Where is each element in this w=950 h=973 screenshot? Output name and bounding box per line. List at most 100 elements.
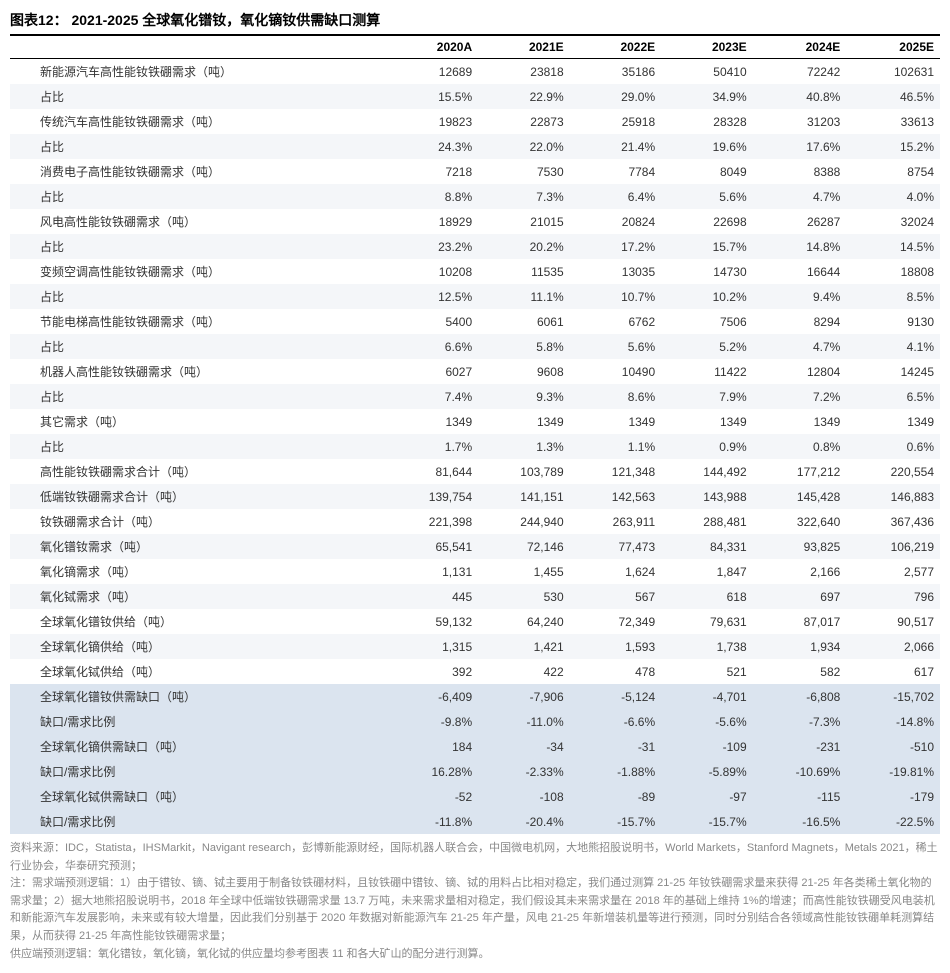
row-label: 占比 [10,184,387,209]
row-label: 全球氧化镝供给（吨） [10,634,387,659]
row-label: 新能源汽车高性能钕铁硼需求（吨） [10,59,387,85]
cell-value: -179 [846,784,940,809]
cell-value: 14730 [661,259,753,284]
cell-value: 244,940 [478,509,570,534]
cell-value: 1349 [570,409,662,434]
cell-value: 12.5% [387,284,479,309]
column-header [10,36,387,59]
table-row: 缺口/需求比例-9.8%-11.0%-6.6%-5.6%-7.3%-14.8% [10,709,940,734]
cell-value: 65,541 [387,534,479,559]
row-label: 消费电子高性能钕铁硼需求（吨） [10,159,387,184]
table-row: 氧化铽需求（吨）445530567618697796 [10,584,940,609]
row-label: 占比 [10,84,387,109]
cell-value: -2.33% [478,759,570,784]
cell-value: -6.6% [570,709,662,734]
cell-value: 6027 [387,359,479,384]
row-label: 占比 [10,284,387,309]
row-label: 缺口/需求比例 [10,709,387,734]
cell-value: 288,481 [661,509,753,534]
column-header: 2024E [753,36,847,59]
cell-value: 1,593 [570,634,662,659]
cell-value: 35186 [570,59,662,85]
table-row: 全球氧化镨钕供需缺口（吨）-6,409-7,906-5,124-4,701-6,… [10,684,940,709]
cell-value: 26287 [753,209,847,234]
cell-value: 5.8% [478,334,570,359]
cell-value: 221,398 [387,509,479,534]
cell-value: 0.8% [753,434,847,459]
cell-value: 90,517 [846,609,940,634]
cell-value: 478 [570,659,662,684]
cell-value: 582 [753,659,847,684]
table-body: 新能源汽车高性能钕铁硼需求（吨）126892381835186504107224… [10,59,940,835]
cell-value: -15,702 [846,684,940,709]
cell-value: 392 [387,659,479,684]
row-label: 全球氧化铽供给（吨） [10,659,387,684]
cell-value: -4,701 [661,684,753,709]
cell-value: 23.2% [387,234,479,259]
row-label: 节能电梯高性能钕铁硼需求（吨） [10,309,387,334]
cell-value: 10208 [387,259,479,284]
cell-value: 7506 [661,309,753,334]
cell-value: 146,883 [846,484,940,509]
cell-value: 6.4% [570,184,662,209]
cell-value: 121,348 [570,459,662,484]
cell-value: 8.8% [387,184,479,209]
cell-value: 20.2% [478,234,570,259]
cell-value: 87,017 [753,609,847,634]
cell-value: -16.5% [753,809,847,834]
cell-value: 445 [387,584,479,609]
cell-value: 7218 [387,159,479,184]
cell-value: 6.6% [387,334,479,359]
cell-value: 7784 [570,159,662,184]
cell-value: 1,847 [661,559,753,584]
table-row: 全球氧化镨钕供给（吨）59,13264,24072,34979,63187,01… [10,609,940,634]
cell-value: 142,563 [570,484,662,509]
cell-value: 22873 [478,109,570,134]
cell-value: 14245 [846,359,940,384]
row-label: 占比 [10,134,387,159]
cell-value: 12689 [387,59,479,85]
cell-value: -11.8% [387,809,479,834]
cell-value: 6.5% [846,384,940,409]
cell-value: 21.4% [570,134,662,159]
data-table: 2020A2021E2022E2023E2024E2025E 新能源汽车高性能钕… [10,36,940,834]
cell-value: 530 [478,584,570,609]
row-label: 占比 [10,384,387,409]
cell-value: -7.3% [753,709,847,734]
cell-value: 81,644 [387,459,479,484]
cell-value: 1,315 [387,634,479,659]
cell-value: 177,212 [753,459,847,484]
table-row: 氧化镨钕需求（吨）65,54172,14677,47384,33193,8251… [10,534,940,559]
cell-value: 1,421 [478,634,570,659]
table-title: 图表12： 2021-2025 全球氧化镨钕，氧化镝钕供需缺口测算 [10,10,940,36]
table-row: 消费电子高性能钕铁硼需求（吨）721875307784804983888754 [10,159,940,184]
cell-value: 11535 [478,259,570,284]
row-label: 全球氧化铽供需缺口（吨） [10,784,387,809]
cell-value: -11.0% [478,709,570,734]
table-row: 变频空调高性能钕铁硼需求（吨）1020811535130351473016644… [10,259,940,284]
column-header: 2022E [570,36,662,59]
cell-value: 32024 [846,209,940,234]
cell-value: -108 [478,784,570,809]
cell-value: 422 [478,659,570,684]
cell-value: -9.8% [387,709,479,734]
cell-value: 1349 [478,409,570,434]
table-row: 新能源汽车高性能钕铁硼需求（吨）126892381835186504107224… [10,59,940,85]
cell-value: 29.0% [570,84,662,109]
cell-value: -10.69% [753,759,847,784]
table-row: 占比12.5%11.1%10.7%10.2%9.4%8.5% [10,284,940,309]
cell-value: 19.6% [661,134,753,159]
cell-value: 18929 [387,209,479,234]
cell-value: 8049 [661,159,753,184]
cell-value: 144,492 [661,459,753,484]
row-label: 传统汽车高性能钕铁硼需求（吨） [10,109,387,134]
cell-value: 4.7% [753,184,847,209]
cell-value: 7.4% [387,384,479,409]
cell-value: 84,331 [661,534,753,559]
cell-value: 46.5% [846,84,940,109]
cell-value: -6,409 [387,684,479,709]
cell-value: 1.7% [387,434,479,459]
row-label: 占比 [10,434,387,459]
cell-value: 72242 [753,59,847,85]
cell-value: -5.89% [661,759,753,784]
